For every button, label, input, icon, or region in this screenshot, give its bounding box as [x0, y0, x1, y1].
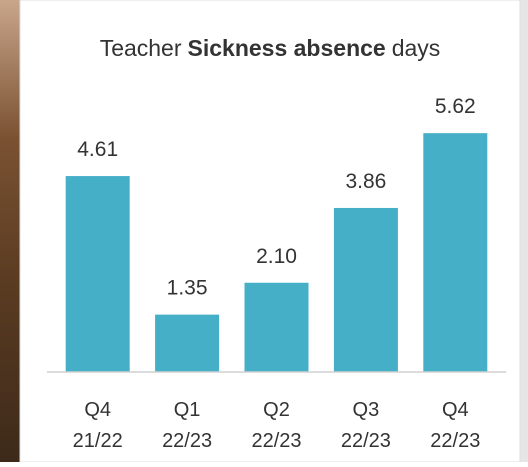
data-label: 4.61 [77, 138, 118, 161]
x-tick-label-line: Q4 [442, 399, 469, 421]
title-run: Teacher [100, 35, 182, 61]
x-tick-label: Q1 22/23 [162, 399, 212, 452]
bar [244, 282, 309, 372]
bar [65, 176, 130, 372]
x-tick-label-line: 22/23 [162, 430, 212, 452]
x-tick-label-line: 22/23 [341, 430, 391, 452]
x-tick-label-line: 22/23 [430, 430, 480, 452]
data-label: 5.62 [435, 95, 476, 118]
title-run: days [392, 35, 441, 61]
x-tick-label: Q4 21/22 [73, 399, 123, 452]
x-tick-label: Q2 22/23 [251, 399, 301, 452]
bar [423, 133, 488, 372]
x-tick-label: Q3 22/23 [341, 399, 391, 452]
chart-title: Teacher Sickness absence days [100, 35, 441, 61]
x-tick-label-line: 21/22 [73, 430, 123, 452]
data-label: 3.86 [345, 170, 386, 193]
side-panel [518, 0, 528, 462]
bar [155, 314, 220, 372]
title-run: Sickness absence [188, 35, 386, 61]
data-label: 2.10 [256, 245, 297, 268]
x-tick-label-line: Q1 [174, 399, 201, 421]
x-tick-label-line: Q2 [263, 399, 290, 421]
bar [333, 207, 398, 372]
data-label: 1.35 [167, 277, 208, 300]
x-tick-label-line: Q3 [353, 399, 380, 421]
chart: Teacher Sickness absence days 4.61 Q4 21/22 1.… [47, 35, 506, 452]
x-tick-label-line: Q4 [84, 399, 111, 421]
x-tick-label-line: 22/23 [251, 430, 301, 452]
x-tick-label: Q4 22/23 [430, 399, 480, 452]
